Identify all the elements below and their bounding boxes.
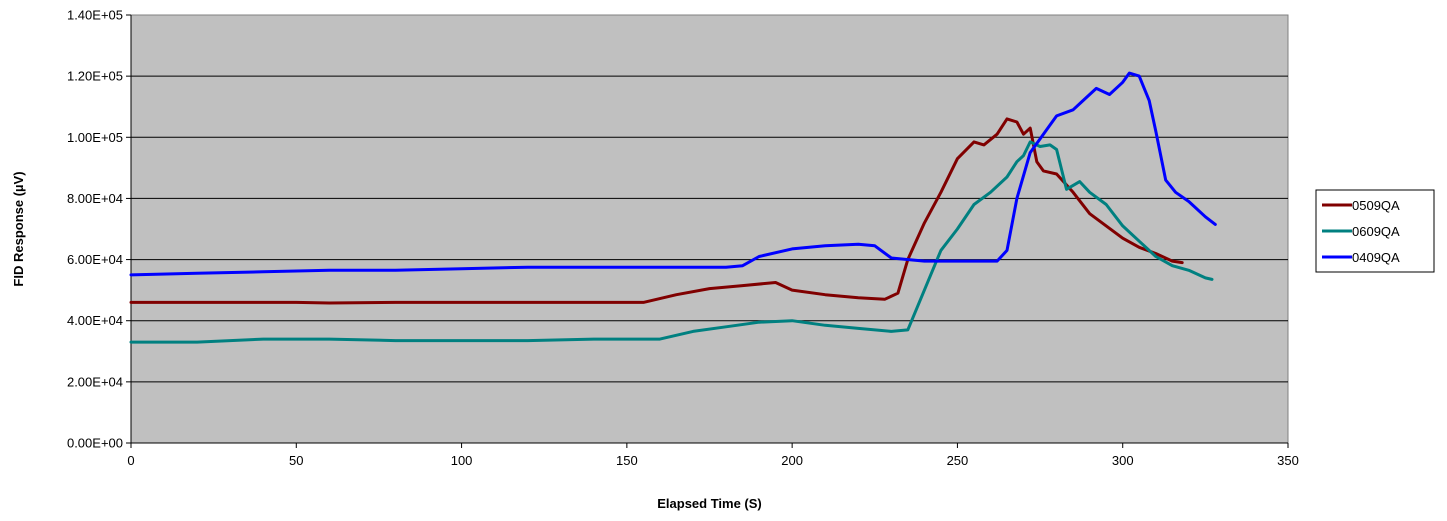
legend-items: 0509QA 0609QA 0409QA bbox=[1322, 198, 1400, 265]
x-tick-label: 350 bbox=[1277, 453, 1299, 468]
x-tick-label: 50 bbox=[289, 453, 303, 468]
x-axis-title: Elapsed Time (S) bbox=[657, 496, 762, 511]
series-line-0409QA bbox=[129, 71, 1217, 277]
axes: 0.00E+00 2.00E+04 4.00E+04 6.00E+04 8.00E+04… bbox=[67, 8, 1299, 469]
series-lines bbox=[129, 71, 1217, 344]
series-line-0509QA bbox=[129, 117, 1184, 305]
y-tick-label: 8.00E+04 bbox=[67, 191, 123, 206]
x-tick-label: 250 bbox=[947, 453, 969, 468]
y-tick-label: 4.00E+04 bbox=[67, 313, 123, 328]
x-tick-label: 300 bbox=[1112, 453, 1134, 468]
plot-area bbox=[130, 14, 1289, 444]
y-tick-label: 2.00E+04 bbox=[67, 374, 123, 389]
y-tick-label: 1.00E+05 bbox=[67, 130, 123, 145]
y-tick-label: 6.00E+04 bbox=[67, 252, 123, 267]
y-tick-label: 1.40E+05 bbox=[67, 8, 123, 23]
y-axis-title: FID Response (µV) bbox=[11, 171, 26, 286]
legend-label-0409QA: 0409QA bbox=[1352, 250, 1400, 265]
x-tick-label: 100 bbox=[451, 453, 473, 468]
x-tick-label: 200 bbox=[781, 453, 803, 468]
gridlines bbox=[131, 75, 1288, 383]
x-tick-label: 150 bbox=[616, 453, 638, 468]
x-tick-label: 0 bbox=[127, 453, 134, 468]
series-line-0609QA bbox=[129, 140, 1214, 344]
legend-label-0609QA: 0609QA bbox=[1352, 224, 1400, 239]
legend-label-0509QA: 0509QA bbox=[1352, 198, 1400, 213]
legend: 0509QA 0609QA 0409QA bbox=[1315, 189, 1435, 273]
y-tick-label: 0.00E+00 bbox=[67, 436, 123, 451]
y-tick-label: 1.20E+05 bbox=[67, 69, 123, 84]
